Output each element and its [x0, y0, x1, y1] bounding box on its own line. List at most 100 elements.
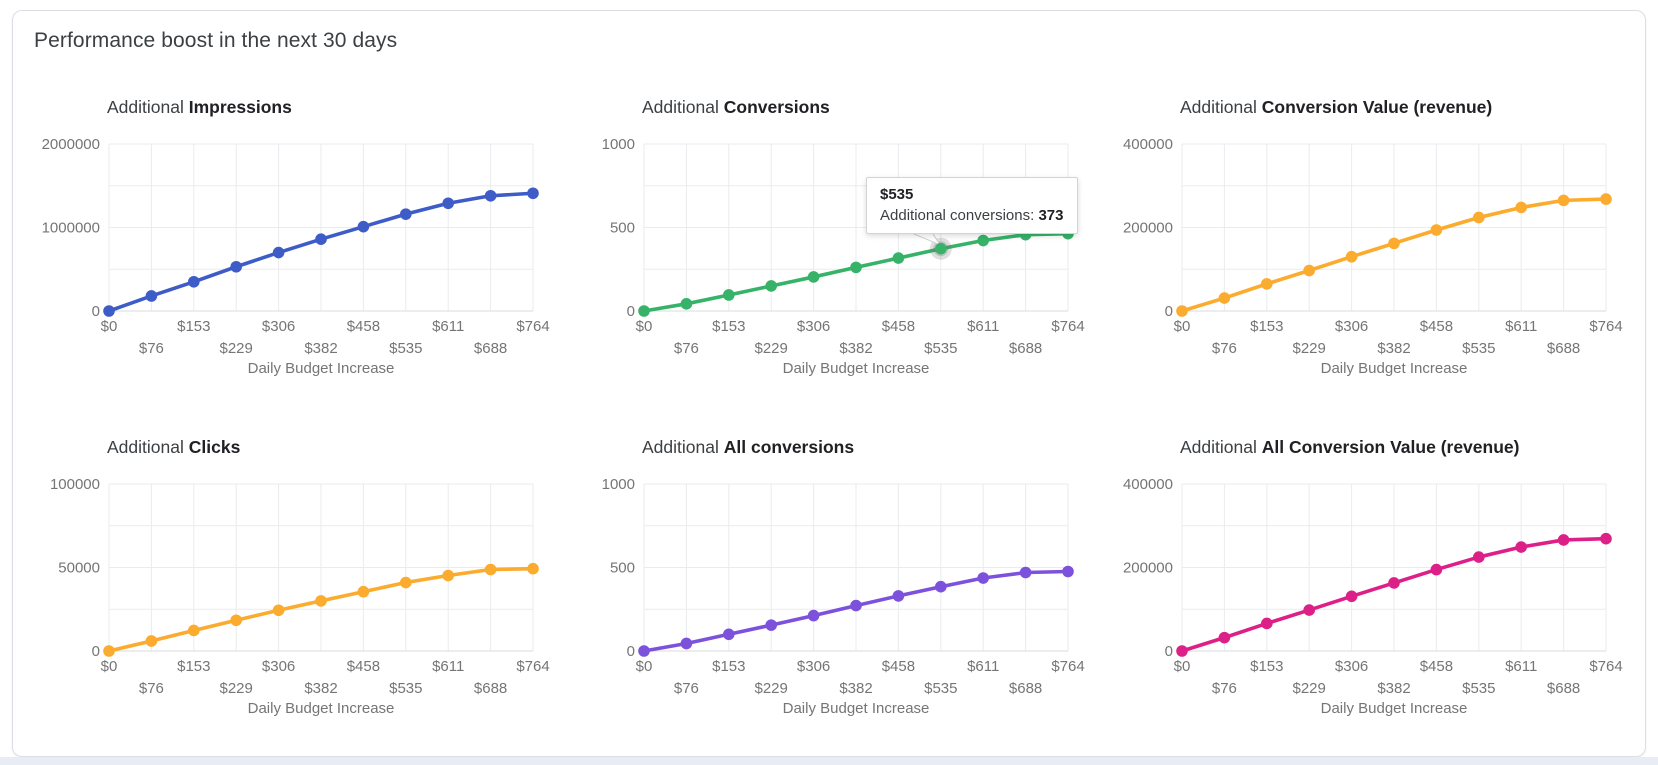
svg-text:50000: 50000: [58, 560, 100, 577]
chart-title-prefix: Additional: [107, 437, 184, 457]
chart-title: Additional Impressions: [107, 97, 292, 118]
svg-text:$229: $229: [755, 340, 788, 357]
chart-title: Additional Conversion Value (revenue): [1180, 97, 1492, 118]
svg-text:$688: $688: [1547, 680, 1580, 697]
chart-title-metric: Conversion Value (revenue): [1261, 97, 1493, 117]
chart-plot-additional-clicks[interactable]: 0 50000 100000 $0 $76 $153 $229 $306 $382 $458 $53…: [21, 429, 561, 729]
svg-text:$0: $0: [101, 318, 118, 335]
tooltip-metric-line: Additional conversions: 373: [880, 207, 1063, 224]
svg-text:$688: $688: [474, 680, 507, 697]
svg-text:$306: $306: [797, 658, 830, 675]
chart-title: Additional Clicks: [107, 437, 240, 458]
chart-additional-clicks: Additional Clicks 0 50000 100000 $0 $76 $153 $…: [21, 429, 561, 729]
svg-text:$764: $764: [1589, 658, 1622, 675]
svg-text:Daily Budget Increase: Daily Budget Increase: [1321, 700, 1468, 717]
performance-boost-card: Performance boost in the next 30 days Ad…: [12, 10, 1646, 757]
svg-text:Daily Budget Increase: Daily Budget Increase: [783, 700, 930, 717]
svg-text:$306: $306: [262, 658, 295, 675]
svg-text:$0: $0: [636, 658, 653, 675]
svg-text:$535: $535: [924, 340, 957, 357]
svg-text:Daily Budget Increase: Daily Budget Increase: [783, 360, 930, 377]
svg-text:$0: $0: [636, 318, 653, 335]
svg-text:$764: $764: [516, 318, 549, 335]
svg-text:$611: $611: [432, 658, 464, 675]
svg-text:$76: $76: [1212, 340, 1237, 357]
chart-title-prefix: Additional: [642, 437, 719, 457]
svg-text:$535: $535: [1462, 680, 1495, 697]
chart-title-metric: Conversions: [723, 97, 830, 117]
svg-text:$535: $535: [389, 680, 422, 697]
svg-text:$76: $76: [1212, 680, 1237, 697]
svg-text:500: 500: [610, 560, 635, 577]
chart-title-metric: Clicks: [188, 437, 241, 457]
svg-text:1000000: 1000000: [42, 220, 100, 237]
svg-text:1000: 1000: [602, 476, 635, 493]
svg-text:$535: $535: [389, 340, 422, 357]
svg-text:$229: $229: [1293, 340, 1326, 357]
svg-text:0: 0: [1165, 643, 1173, 660]
chart-plot-additional-all-conversions[interactable]: 0 500 1000 $0 $76 $153 $229 $306 $382 $458 $535 $61…: [556, 429, 1096, 729]
svg-text:$153: $153: [1250, 318, 1283, 335]
chart-plot-additional-impressions[interactable]: 0 1000000 2000000 $0 $76 $153 $229 $306 $382 $458…: [21, 89, 561, 389]
svg-text:$76: $76: [674, 340, 699, 357]
svg-text:$764: $764: [1051, 658, 1084, 675]
svg-text:$764: $764: [516, 658, 549, 675]
svg-text:0: 0: [92, 643, 100, 660]
svg-text:$76: $76: [139, 340, 164, 357]
svg-text:200000: 200000: [1123, 220, 1173, 237]
chart-additional-all-conversions: Additional All conversions 0 500 1000 $0 $76…: [556, 429, 1096, 729]
svg-text:$229: $229: [220, 680, 253, 697]
svg-text:$688: $688: [1009, 340, 1042, 357]
svg-text:$382: $382: [839, 340, 872, 357]
svg-text:$382: $382: [304, 340, 337, 357]
chart-title-prefix: Additional: [642, 97, 719, 117]
chart-additional-conversions: Additional Conversions 0 500 1000 $0 $76 $153…: [556, 89, 1096, 389]
svg-text:200000: 200000: [1123, 560, 1173, 577]
svg-text:$153: $153: [177, 658, 210, 675]
svg-text:$611: $611: [967, 658, 999, 675]
chart-plot-additional-all-conversion-value[interactable]: 0 200000 400000 $0 $76 $153 $229 $306 $382 $458 $5…: [1094, 429, 1634, 729]
svg-text:Daily Budget Increase: Daily Budget Increase: [248, 360, 395, 377]
chart-title: Additional All conversions: [642, 437, 854, 458]
svg-text:$306: $306: [1335, 658, 1368, 675]
svg-text:500: 500: [610, 220, 635, 237]
svg-text:$382: $382: [304, 680, 337, 697]
page-title: Performance boost in the next 30 days: [34, 29, 398, 52]
svg-text:$458: $458: [882, 658, 915, 675]
svg-text:$764: $764: [1589, 318, 1622, 335]
svg-text:$382: $382: [1377, 340, 1410, 357]
svg-text:1000: 1000: [602, 136, 635, 153]
svg-text:$611: $611: [1505, 318, 1537, 335]
svg-text:$0: $0: [1174, 318, 1191, 335]
chart-title-metric: All Conversion Value (revenue): [1261, 437, 1520, 457]
svg-text:$0: $0: [1174, 658, 1191, 675]
chart-additional-impressions: Additional Impressions 0 1000000 2000000 $0…: [21, 89, 561, 389]
svg-text:$458: $458: [347, 318, 380, 335]
svg-text:$458: $458: [882, 318, 915, 335]
svg-text:$611: $611: [1505, 658, 1537, 675]
svg-text:$153: $153: [712, 658, 745, 675]
svg-text:$458: $458: [347, 658, 380, 675]
tooltip-metric-label: Additional conversions:: [880, 207, 1039, 224]
chart-title-metric: All conversions: [723, 437, 855, 457]
svg-text:$229: $229: [1293, 680, 1326, 697]
svg-text:Daily Budget Increase: Daily Budget Increase: [1321, 360, 1468, 377]
chart-title-prefix: Additional: [107, 97, 184, 117]
svg-text:$153: $153: [177, 318, 210, 335]
svg-text:$0: $0: [101, 658, 118, 675]
svg-text:$382: $382: [839, 680, 872, 697]
svg-text:$76: $76: [674, 680, 699, 697]
svg-text:$688: $688: [1009, 680, 1042, 697]
svg-text:$76: $76: [139, 680, 164, 697]
chart-plot-additional-conversions[interactable]: 0 500 1000 $0 $76 $153 $229 $306 $382 $458 $535 $61…: [556, 89, 1096, 389]
chart-title-prefix: Additional: [1180, 437, 1257, 457]
svg-text:$535: $535: [924, 680, 957, 697]
svg-text:$535: $535: [1462, 340, 1495, 357]
svg-text:400000: 400000: [1123, 476, 1173, 493]
chart-plot-additional-conversion-value[interactable]: 0 200000 400000 $0 $76 $153 $229 $306 $382 $458 $5…: [1094, 89, 1634, 389]
svg-text:$611: $611: [432, 318, 464, 335]
svg-text:2000000: 2000000: [42, 136, 100, 153]
tooltip-metric-value: 373: [1038, 207, 1064, 224]
svg-text:0: 0: [92, 303, 100, 320]
svg-text:0: 0: [627, 643, 635, 660]
